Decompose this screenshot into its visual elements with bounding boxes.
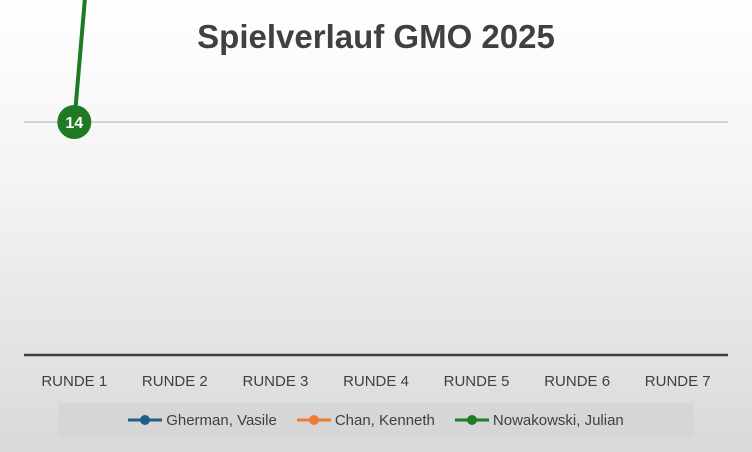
legend-swatch xyxy=(454,415,489,425)
legend-label: Chan, Kenneth xyxy=(334,411,435,429)
plot-area: RUNDE 1 RUNDE 2 RUNDE 3 RUNDE 4 RUNDE 5 RUNDE… xyxy=(24,0,728,390)
data-point xyxy=(57,105,92,139)
chart-title: Spielverlauf GMO 2025 xyxy=(197,18,555,55)
legend-swatch xyxy=(128,415,163,425)
data-label: 14 xyxy=(65,115,83,132)
series-line xyxy=(72,0,87,123)
x-tick-label: RUNDE 4 xyxy=(343,373,409,390)
legend-entry: Nowakowski, Julian xyxy=(454,411,624,429)
x-tick-label: RUNDE 7 xyxy=(645,373,711,390)
legend-swatch xyxy=(296,415,331,425)
legend-entry: Chan, Kenneth xyxy=(296,411,435,429)
x-tick-label: RUNDE 6 xyxy=(544,373,610,390)
x-tick-label: RUNDE 3 xyxy=(242,373,308,390)
x-tick-label: RUNDE 5 xyxy=(444,373,510,390)
legend-label: Gherman, Vasile xyxy=(166,411,277,429)
x-tick-label: RUNDE 2 xyxy=(142,373,208,390)
x-tick-label: RUNDE 1 xyxy=(41,373,107,390)
legend: Gherman, Vasile Chan, Kenneth Nowakowski, … xyxy=(58,403,694,437)
legend-entry: Gherman, Vasile xyxy=(128,412,277,429)
legend-label: Nowakowski, Julian xyxy=(492,411,624,429)
